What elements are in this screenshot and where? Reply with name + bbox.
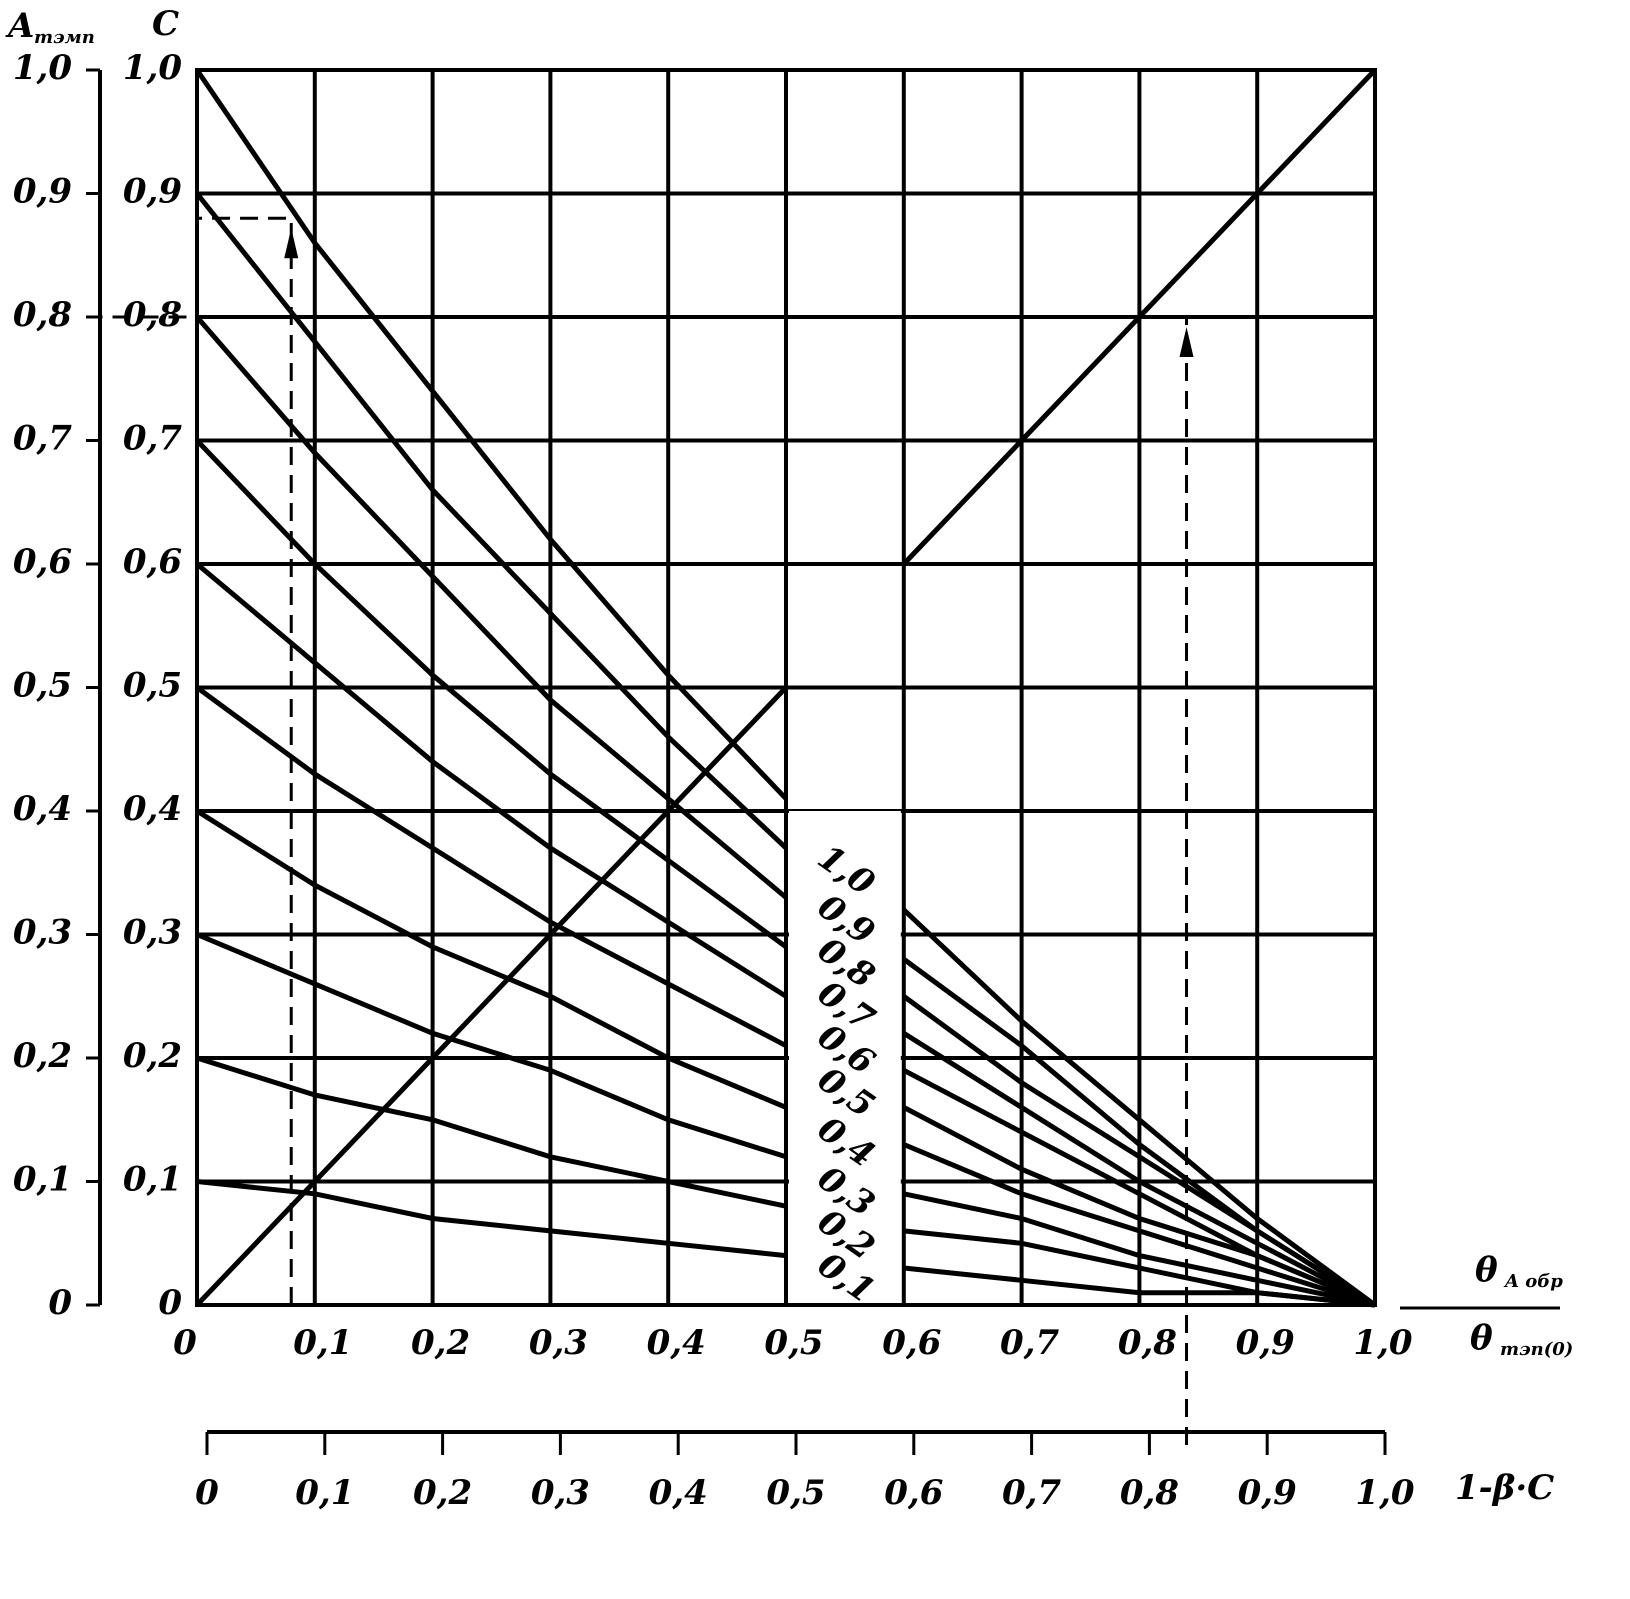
x2-tick-label: 0,7: [1002, 1473, 1061, 1513]
y2-tick-label: 0,4: [123, 789, 182, 829]
y2-tick-label: 0,5: [123, 666, 182, 706]
x-tick-label: 0,5: [764, 1323, 823, 1363]
x-tick-label: 0,2: [411, 1323, 470, 1363]
x-tick-label: 0,1: [293, 1323, 352, 1363]
curve: [195, 315, 1377, 1308]
curve: [194, 68, 1377, 1308]
y2-tick-label: 0,8: [123, 295, 182, 335]
x-tick-label: 0: [173, 1323, 197, 1363]
y-tick-label: 1,0: [13, 48, 72, 88]
y2-tick-label: 0,1: [123, 1160, 182, 1200]
y-axis-label-sub: тэмп: [34, 27, 95, 48]
y2-tick-label: 1,0: [123, 48, 182, 88]
x-tick-label: 0,7: [1000, 1323, 1059, 1363]
x2-tick-label: 0,1: [295, 1473, 354, 1513]
curve: [196, 932, 1376, 1308]
y2-tick-label: 0,3: [123, 913, 182, 953]
y-tick-label: 0,4: [13, 789, 72, 829]
x2-tick-label: 0,3: [531, 1473, 590, 1513]
curve: [196, 1179, 1376, 1308]
y-tick-label: 0: [48, 1283, 72, 1323]
x2-tick-label: 0,2: [413, 1473, 472, 1513]
y2-axis-label: C: [152, 4, 179, 44]
x-tick-label: 0,8: [1118, 1323, 1177, 1363]
guide-arrow: [1179, 327, 1194, 357]
x-tick-label: 0,6: [882, 1323, 941, 1363]
curve: [195, 438, 1377, 1308]
y2-tick-label: 0,7: [123, 419, 182, 459]
y2-tick-label: 0,2: [123, 1036, 182, 1076]
y-tick-label: 0,7: [13, 419, 72, 459]
label-gap: [789, 811, 901, 1302]
y2-tick-label: 0: [158, 1283, 182, 1323]
x-tick-label: 0,4: [647, 1323, 706, 1363]
x2-axis-label: 1-β·C: [1455, 1468, 1554, 1508]
y-tick-label: 0,2: [13, 1036, 72, 1076]
x2-tick-label: 0,9: [1238, 1473, 1297, 1513]
x-tick-label: 0,9: [1236, 1323, 1295, 1363]
y-tick-label: 0,8: [13, 295, 72, 335]
y-axis-label: A: [5, 6, 34, 46]
x2-tick-label: 0,6: [884, 1473, 943, 1513]
curve: [195, 68, 1377, 1307]
y-tick-label: 0,5: [13, 666, 72, 706]
y-tick-label: 0,9: [13, 172, 72, 212]
y-tick-label: 0,1: [13, 1160, 72, 1200]
y-tick-label: 0,6: [13, 542, 72, 582]
y2-tick-label: 0,6: [123, 542, 182, 582]
x-tick-label: 1,0: [1353, 1323, 1412, 1363]
x-tick-label: 0,3: [529, 1323, 588, 1363]
x-axis-label-bottom-sub: тэп(0): [1500, 1339, 1573, 1360]
x2-tick-label: 0,8: [1120, 1473, 1179, 1513]
guide-arrow: [284, 228, 299, 259]
x2-tick-label: 1,0: [1355, 1473, 1414, 1513]
curve: [195, 808, 1376, 1308]
x-axis-label-top: θ: [1475, 1250, 1498, 1290]
y2-tick-label: 0,9: [123, 172, 182, 212]
x2-tick-label: 0,4: [649, 1473, 708, 1513]
y-tick-label: 0,3: [13, 913, 72, 953]
guide-line: [197, 216, 293, 1305]
x-axis-label-top-sub: A обр: [1503, 1271, 1563, 1292]
curve: [195, 685, 1376, 1308]
x-axis-label-bottom: θ: [1470, 1318, 1493, 1358]
x2-tick-label: 0,5: [766, 1473, 825, 1513]
x2-tick-label: 0: [195, 1473, 219, 1513]
guide-line: [100, 315, 1189, 1445]
